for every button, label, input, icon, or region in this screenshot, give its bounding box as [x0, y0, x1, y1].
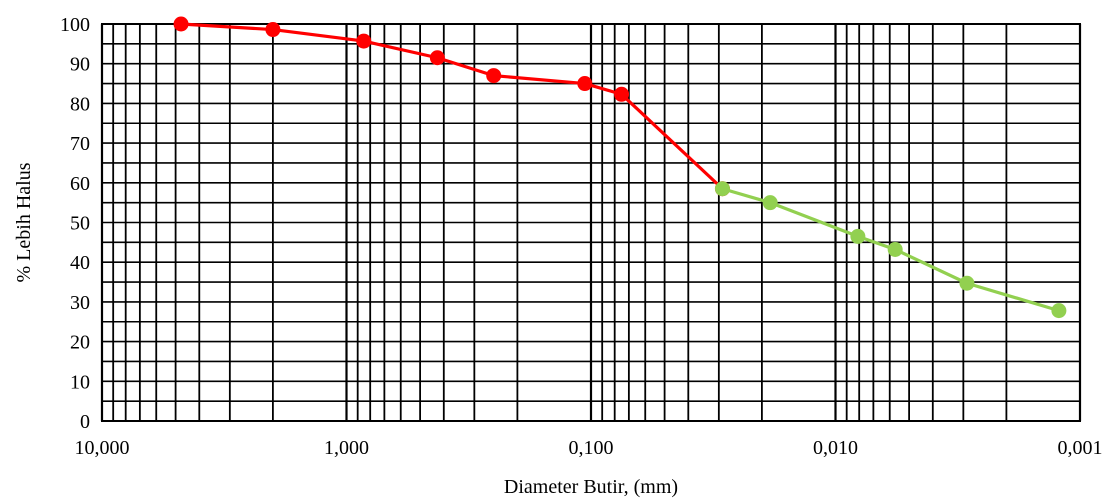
series-line: [180, 22, 724, 190]
data-point: [429, 50, 445, 66]
data-point: [762, 195, 778, 211]
y-tick-label: 40: [70, 252, 90, 274]
y-axis-title: % Lebih Halus: [13, 162, 35, 282]
series-1: [714, 181, 1067, 319]
data-point: [577, 76, 593, 92]
x-tick-label: 0,010: [813, 437, 858, 459]
x-tick-label: 0,001: [1058, 437, 1103, 459]
data-point: [850, 228, 866, 244]
x-tick-label: 10,000: [75, 437, 130, 459]
series-line: [721, 187, 1060, 313]
data-point: [265, 22, 281, 38]
data-point: [887, 241, 903, 257]
y-tick-label: 100: [60, 14, 90, 36]
x-tick-label: 1,000: [324, 437, 369, 459]
y-tick-label: 80: [70, 93, 90, 115]
y-tick-label: 0: [80, 411, 90, 433]
data-point: [614, 86, 630, 102]
y-tick-label: 30: [70, 292, 90, 314]
x-axis-title: Diameter Butir, (mm): [504, 476, 678, 498]
data-point: [714, 181, 730, 197]
x-axis-tick-labels: 10,000 1,000 0,100 0,010 0,001: [75, 437, 1103, 459]
y-axis-tick-labels: 0 10 20 30 40 50 60 70 80 90 100: [60, 14, 90, 433]
y-tick-label: 90: [70, 54, 90, 76]
plot-frame: [101, 23, 1081, 422]
y-tick-label: 60: [70, 173, 90, 195]
data-point: [356, 33, 372, 49]
y-tick-label: 10: [70, 371, 90, 393]
data-point: [173, 16, 189, 32]
y-tick-label: 50: [70, 213, 90, 235]
y-tick-label: 20: [70, 332, 90, 354]
plot-border: [101, 23, 1081, 422]
data-point: [486, 68, 502, 84]
data-point: [1051, 303, 1067, 319]
y-tick-label: 70: [70, 133, 90, 155]
data-series: [173, 16, 1067, 319]
data-point: [959, 275, 975, 291]
x-tick-label: 0,100: [569, 437, 614, 459]
